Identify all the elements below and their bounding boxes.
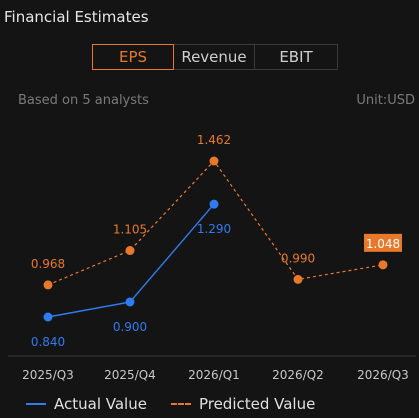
actual-point <box>125 297 135 307</box>
predicted-data-label: 1.105 <box>113 223 147 237</box>
actual-data-label: 0.840 <box>31 335 65 349</box>
predicted-point <box>43 280 53 290</box>
legend-predicted-swatch <box>170 403 191 405</box>
predicted-data-label: 1.462 <box>197 133 231 147</box>
analyst-count: Based on 5 analysts <box>18 93 149 108</box>
predicted-point <box>125 246 135 256</box>
tab-eps[interactable]: EPS <box>92 44 174 70</box>
legend-predicted: Predicted Value <box>170 395 316 413</box>
page-title: Financial Estimates <box>4 8 149 26</box>
x-tick-label: 2026/Q3 <box>357 368 409 382</box>
predicted-point <box>378 260 388 270</box>
x-tick-label: 2026/Q1 <box>188 368 240 382</box>
legend-actual-label: Actual Value <box>54 395 147 413</box>
predicted-data-label: 1.048 <box>366 237 400 251</box>
legend-actual: Actual Value <box>26 395 147 413</box>
predicted-point <box>209 156 219 166</box>
actual-data-label: 0.900 <box>113 320 147 334</box>
legend-predicted-label: Predicted Value <box>198 395 316 413</box>
metric-tabs: EPS Revenue EBIT <box>92 44 338 70</box>
predicted-label-highlight <box>364 233 402 252</box>
predicted-point <box>293 274 303 284</box>
actual-point <box>43 312 53 322</box>
legend: Actual Value Predicted Value <box>26 395 339 413</box>
tab-ebit[interactable]: EBIT <box>254 44 338 70</box>
predicted-data-label: 0.990 <box>281 251 315 265</box>
legend-actual-swatch <box>26 403 46 405</box>
unit-label: Unit:USD <box>356 93 415 108</box>
actual-data-label: 1.290 <box>197 222 231 236</box>
x-tick-label: 2025/Q4 <box>104 368 156 382</box>
x-tick-label: 2025/Q3 <box>22 368 74 382</box>
actual-point <box>209 199 219 209</box>
predicted-data-label: 0.968 <box>31 257 65 271</box>
x-tick-label: 2026/Q2 <box>272 368 324 382</box>
